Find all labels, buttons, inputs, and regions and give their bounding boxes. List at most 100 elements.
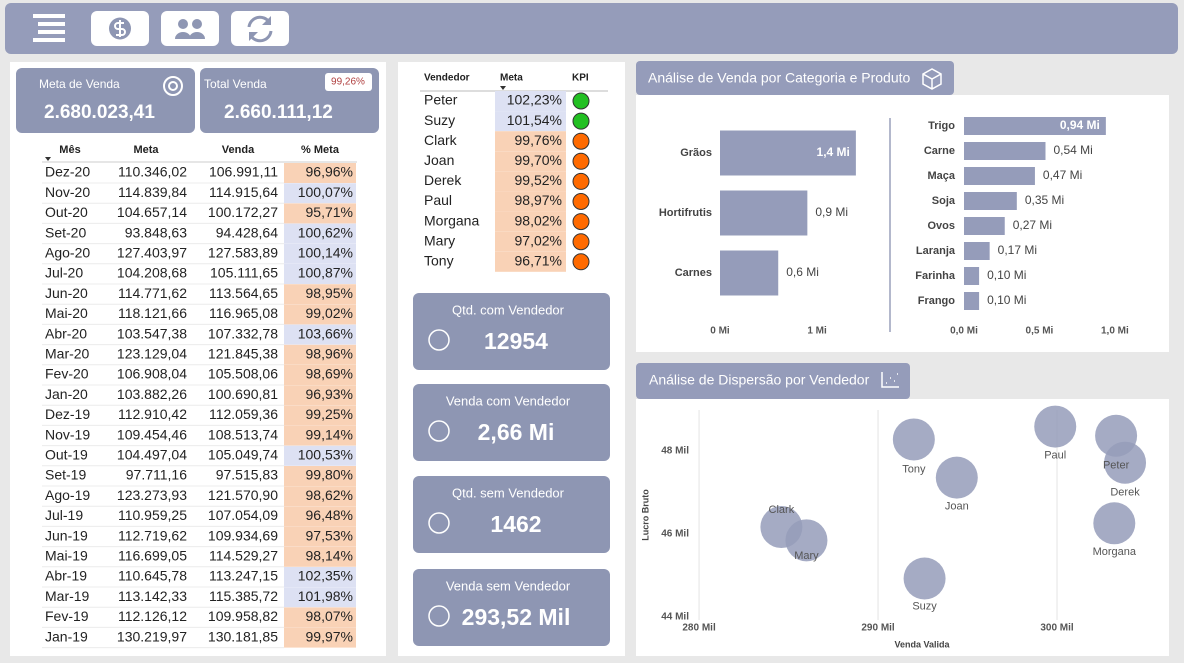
table-cell: 98,07% xyxy=(306,608,353,624)
table-cell: Dez-20 xyxy=(45,164,90,180)
category-label: Hortifrutis xyxy=(659,207,712,219)
percent-cell xyxy=(284,365,356,385)
y-tick-label: 44 Mil xyxy=(661,611,689,622)
table-cell: 98,14% xyxy=(306,548,353,564)
percent-cell xyxy=(284,425,356,446)
table-cell: 113.247,15 xyxy=(209,568,278,584)
table-cell: 107.332,78 xyxy=(208,325,278,341)
table-cell: Mai-19 xyxy=(45,548,88,564)
category-label: Farinha xyxy=(915,270,956,282)
value-label: 0,10 Mi xyxy=(987,293,1026,307)
sort-indicator xyxy=(45,157,51,161)
card-label: Venda sem Vendedor xyxy=(446,578,571,593)
percent-cell xyxy=(284,546,356,567)
meta-value: 102,23% xyxy=(507,92,562,108)
table-cell: 103.547,38 xyxy=(117,325,187,341)
scatter-point xyxy=(1104,441,1147,484)
people-button[interactable] xyxy=(161,11,219,46)
y-tick-label: 46 Mil xyxy=(661,528,689,539)
point-label: Clark xyxy=(769,504,795,516)
percent-cell xyxy=(284,466,356,486)
meta-cell xyxy=(495,211,566,232)
badge xyxy=(325,73,372,91)
seller-name: Tony xyxy=(424,253,454,269)
table-cell: 116.965,08 xyxy=(209,305,278,321)
table-cell: Abr-19 xyxy=(45,568,87,584)
table-cell: 97.711,16 xyxy=(126,467,187,483)
table-cell: Ago-19 xyxy=(45,487,90,503)
seller-name: Derek xyxy=(424,172,462,188)
table-cell: 109.934,69 xyxy=(208,527,278,543)
column-header: Vendedor xyxy=(424,73,470,84)
percent-cell xyxy=(284,264,356,284)
bar xyxy=(720,190,808,236)
table-cell: Dez-19 xyxy=(45,406,90,422)
percent-cell xyxy=(284,183,356,204)
value-label: 0,10 Mi xyxy=(987,268,1026,282)
table-cell: 112.910,42 xyxy=(118,406,187,422)
scatter-point xyxy=(935,456,978,499)
card-label: Meta de Venda xyxy=(39,77,120,91)
kpi-indicator xyxy=(572,193,590,210)
sort-indicator xyxy=(500,86,506,90)
table-cell: 110.959,25 xyxy=(118,507,187,523)
table-cell: 96,96% xyxy=(306,164,353,180)
scatter-point xyxy=(1093,502,1136,545)
finance-button[interactable] xyxy=(91,11,149,46)
table-cell: 108.513,74 xyxy=(208,426,278,442)
card-label: Total Venda xyxy=(204,77,267,91)
table-cell: 123.273,93 xyxy=(117,487,187,503)
refresh-button[interactable] xyxy=(231,11,289,46)
table-cell: 112.719,62 xyxy=(118,527,187,543)
table-cell: Set-20 xyxy=(45,224,86,240)
seller-name: Mary xyxy=(424,232,455,248)
column-header: % Meta xyxy=(301,144,340,156)
card-label: Qtd. com Vendedor xyxy=(452,302,565,317)
table-cell: 127.403,97 xyxy=(117,245,187,261)
table-cell: 98,69% xyxy=(306,366,353,382)
meta-value: 99,76% xyxy=(515,132,562,148)
meta-cell xyxy=(495,171,566,192)
scatter-point xyxy=(903,557,946,600)
kpi-card xyxy=(413,293,610,370)
table-cell: 118.121,66 xyxy=(118,305,187,321)
value-label: 0,94 Mi xyxy=(1060,118,1100,132)
table-cell: Nov-20 xyxy=(45,184,90,200)
table-cell: Jul-20 xyxy=(45,265,83,281)
percent-cell xyxy=(284,203,356,224)
table-cell: 114.529,27 xyxy=(209,548,278,564)
percent-cell xyxy=(284,526,356,547)
percent-cell xyxy=(284,607,356,628)
table-cell: 99,97% xyxy=(306,628,353,644)
table-cell: 96,48% xyxy=(306,507,353,523)
table-cell: 95,71% xyxy=(306,204,353,220)
card-label: Venda com Vendedor xyxy=(446,393,571,408)
table-cell: 99,80% xyxy=(306,467,353,483)
bar xyxy=(964,192,1017,210)
column-header: Venda xyxy=(222,144,255,156)
meta-cell xyxy=(495,251,566,272)
table-cell: 100,87% xyxy=(298,265,353,281)
kpi-indicator xyxy=(572,213,590,231)
table-cell: 103,66% xyxy=(298,325,353,341)
table-cell: 105.049,74 xyxy=(208,447,278,463)
percent-cell xyxy=(284,627,356,648)
scatter-point xyxy=(892,418,935,461)
percent-cell xyxy=(284,223,356,244)
bar xyxy=(720,250,779,296)
table-cell: 100.690,81 xyxy=(208,386,278,402)
category-label: Grãos xyxy=(680,147,712,159)
bar xyxy=(964,242,990,260)
table-cell: Out-20 xyxy=(45,204,88,220)
table-cell: Abr-20 xyxy=(45,325,87,341)
table-cell: 114.771,62 xyxy=(118,285,187,301)
bar xyxy=(964,217,1005,235)
card-icon xyxy=(428,420,450,442)
chart-title: Análise de Dispersão por Vendedor xyxy=(649,372,870,388)
seller-name: Joan xyxy=(424,152,454,168)
seller-name: Clark xyxy=(424,132,458,148)
point-label: Suzy xyxy=(912,600,937,612)
table-cell: Mai-20 xyxy=(45,305,88,321)
value-label: 0,27 Mi xyxy=(1013,218,1052,232)
menu-button[interactable] xyxy=(33,14,65,42)
